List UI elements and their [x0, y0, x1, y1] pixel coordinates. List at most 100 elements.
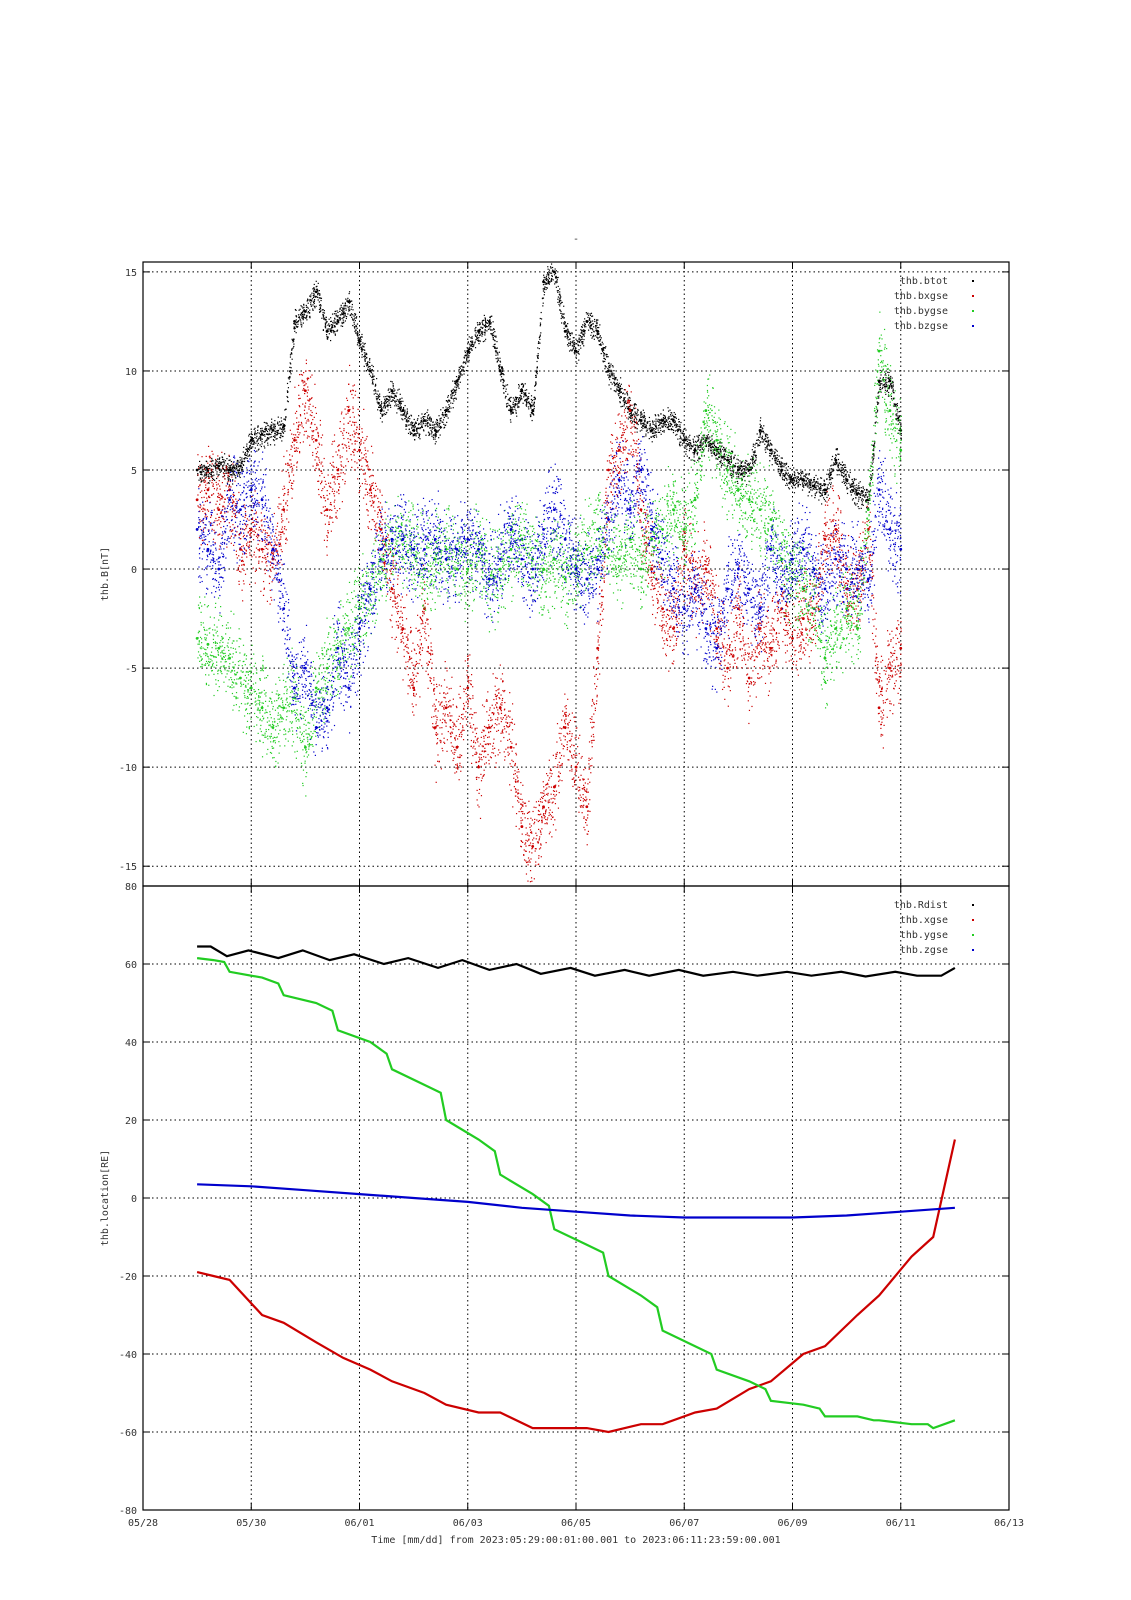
scatter-dot	[250, 535, 252, 537]
scatter-dot	[293, 345, 295, 348]
scatter-dot	[234, 515, 236, 518]
scatter-dot	[319, 294, 321, 296]
scatter-dot	[476, 337, 478, 339]
scatter-dot	[350, 300, 352, 302]
scatter-dot	[542, 302, 544, 304]
data-point	[271, 428, 275, 432]
scatter-dot	[272, 435, 275, 438]
scatter-dot	[422, 429, 425, 431]
data-point	[888, 379, 892, 383]
scatter-dot	[207, 445, 210, 447]
scatter-dot	[282, 422, 284, 425]
scatter-dot	[684, 427, 686, 430]
scatter-dot	[331, 325, 333, 327]
scatter-dot	[861, 503, 863, 505]
scatter-dot	[269, 430, 271, 432]
scatter-dot	[610, 371, 612, 373]
scatter-dot	[602, 348, 604, 350]
scatter-dot	[677, 428, 679, 430]
scatter-dot	[202, 508, 205, 510]
scatter-dot	[209, 457, 211, 459]
scatter-dot	[547, 279, 549, 281]
scatter-dot	[805, 477, 807, 479]
scatter-dot	[384, 398, 386, 400]
scatter-dot	[872, 458, 874, 460]
scatter-dot	[515, 412, 517, 414]
scatter-dot	[213, 464, 215, 466]
scatter-dot	[238, 491, 240, 494]
scatter-dot	[228, 484, 230, 486]
scatter-dot	[854, 485, 856, 487]
scatter-dot	[385, 402, 387, 404]
scatter-dot	[689, 441, 691, 444]
scatter-dot	[201, 467, 203, 469]
scatter-dot	[840, 471, 842, 473]
scatter-dot	[613, 373, 615, 375]
scatter-dot	[381, 402, 383, 405]
scatter-dot	[781, 470, 783, 473]
scatter-dot	[352, 314, 354, 316]
scatter-dot	[587, 312, 589, 314]
scatter-dot	[755, 442, 757, 444]
scatter-dot	[597, 326, 599, 329]
scatter-dot	[246, 450, 248, 452]
scatter-dot	[487, 326, 489, 328]
scatter-dot	[567, 323, 569, 325]
scatter-dot	[200, 473, 202, 476]
scatter-dot	[268, 432, 270, 434]
scatter-dot	[830, 486, 832, 488]
scatter-dot	[563, 313, 565, 315]
scatter-dot	[266, 423, 268, 425]
scatter-dot	[433, 427, 435, 429]
scatter-dot	[741, 466, 744, 468]
scatter-dot	[693, 459, 695, 462]
scatter-dot	[341, 317, 343, 320]
scatter-dot	[780, 464, 783, 466]
scatter-dot	[488, 325, 490, 327]
scatter-dot	[422, 416, 424, 418]
scatter-dot	[691, 445, 693, 448]
scatter-dot	[851, 489, 853, 492]
scatter-dot	[806, 482, 808, 484]
y-tick-label: -5	[125, 664, 137, 675]
scatter-dot	[354, 317, 356, 319]
scatter-dot	[240, 571, 242, 573]
scatter-dot	[582, 324, 584, 326]
scatter-dot	[655, 424, 657, 426]
scatter-dot	[786, 484, 789, 486]
scatter-dot	[879, 381, 881, 383]
scatter-dot	[851, 478, 853, 481]
scatter-dot	[313, 288, 315, 290]
scatter-dot	[430, 433, 432, 435]
scatter-dot	[279, 432, 281, 435]
scatter-dot	[636, 431, 638, 433]
scatter-dot	[454, 382, 456, 384]
scatter-dot	[900, 425, 902, 428]
scatter-dot	[542, 297, 545, 299]
scatter-dot	[617, 386, 619, 388]
scatter-dot	[206, 499, 209, 501]
scatter-dot	[474, 347, 477, 349]
scatter-dot	[893, 392, 895, 394]
scatter-dot	[391, 381, 393, 383]
scatter-dot	[229, 530, 231, 532]
scatter-dot	[219, 468, 221, 470]
scatter-dot	[303, 317, 305, 319]
scatter-dot	[518, 385, 520, 387]
scatter-dot	[521, 382, 523, 385]
scatter-dot	[580, 329, 582, 331]
scatter-dot	[483, 331, 485, 334]
scatter-dot	[634, 411, 636, 413]
scatter-dot	[557, 289, 559, 292]
scatter-dot	[699, 442, 701, 444]
scatter-dot	[353, 315, 355, 317]
scatter-dot	[371, 369, 373, 371]
scatter-dot	[650, 436, 652, 438]
scatter-dot	[291, 348, 293, 350]
scatter-dot	[317, 290, 319, 292]
scatter-dot	[729, 458, 731, 460]
scatter-dot	[721, 462, 723, 465]
scatter-dot	[548, 281, 550, 283]
scatter-dot	[454, 380, 456, 382]
scatter-dot	[608, 366, 610, 368]
